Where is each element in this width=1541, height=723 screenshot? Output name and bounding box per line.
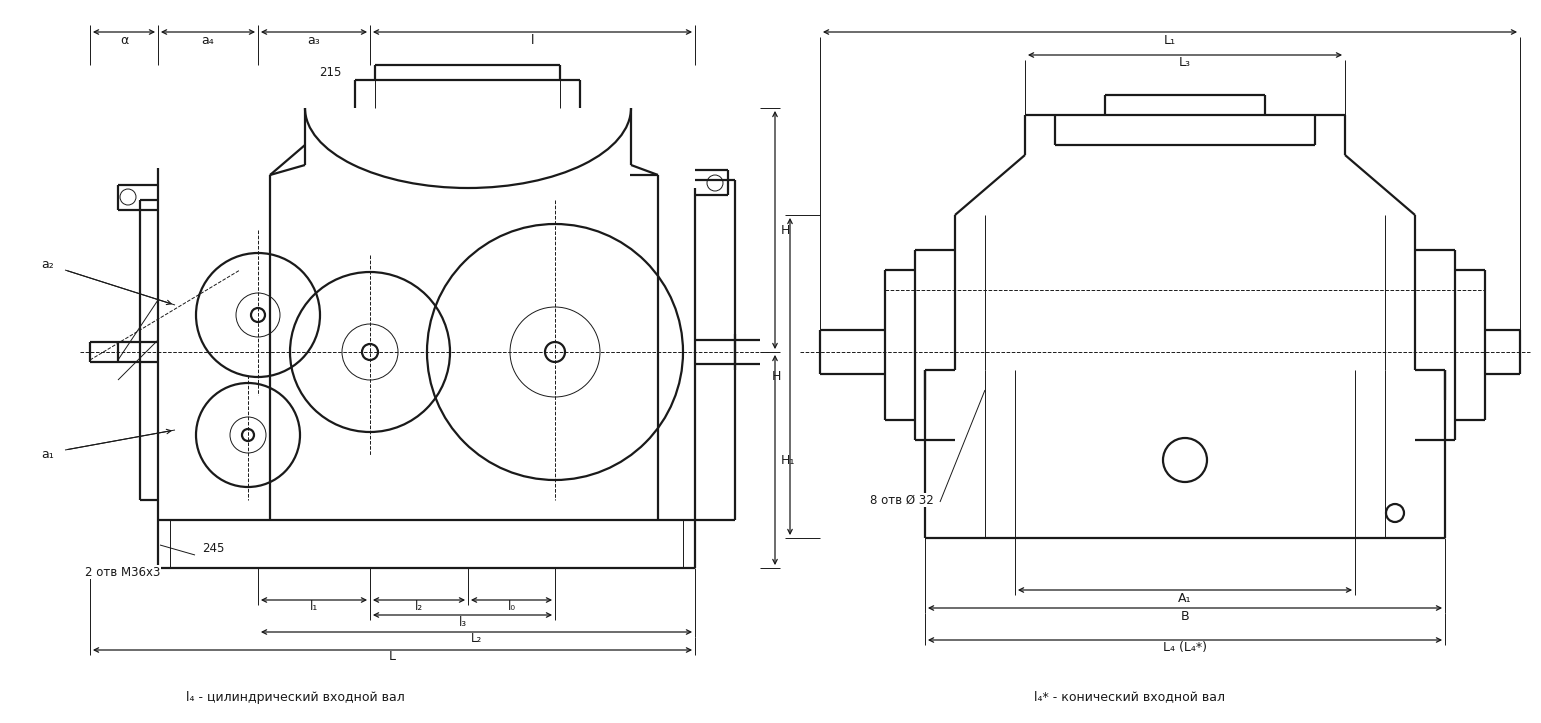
- Text: L: L: [388, 651, 396, 664]
- Text: α: α: [120, 33, 128, 46]
- Text: H: H: [772, 370, 781, 383]
- Text: 245: 245: [202, 542, 223, 555]
- Text: B: B: [1180, 609, 1190, 623]
- Text: L₃: L₃: [1179, 56, 1191, 69]
- Text: A₁: A₁: [1179, 591, 1191, 604]
- Text: 215: 215: [319, 66, 341, 79]
- Text: L₄ (L₄*): L₄ (L₄*): [1163, 641, 1207, 654]
- Text: 8 отв Ø 32: 8 отв Ø 32: [871, 494, 934, 507]
- Text: l₂: l₂: [415, 601, 424, 614]
- Text: 2 отв М36х3: 2 отв М36х3: [85, 565, 160, 578]
- Text: a₁: a₁: [42, 448, 54, 461]
- Text: a₂: a₂: [42, 259, 54, 272]
- Text: H₁: H₁: [781, 453, 795, 466]
- Text: l: l: [530, 33, 535, 46]
- Text: L₂: L₂: [472, 633, 482, 646]
- Text: a₃: a₃: [308, 33, 321, 46]
- Text: l₀: l₀: [507, 601, 516, 614]
- Text: l₁: l₁: [310, 601, 317, 614]
- Text: l₃: l₃: [458, 615, 467, 628]
- Text: a₄: a₄: [202, 33, 214, 46]
- Text: l₄ - цилиндрический входной вал: l₄ - цилиндрический входной вал: [185, 690, 404, 703]
- Text: L₁: L₁: [1163, 33, 1176, 46]
- Text: l₄* - конический входной вал: l₄* - конический входной вал: [1034, 690, 1225, 703]
- Text: H: H: [781, 223, 791, 236]
